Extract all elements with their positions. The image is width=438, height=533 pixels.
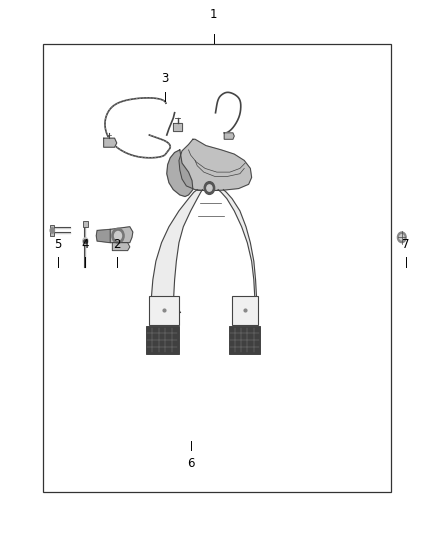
Polygon shape [224,133,234,139]
Circle shape [207,185,212,191]
Bar [83,221,88,227]
Circle shape [83,238,88,244]
Polygon shape [179,139,252,191]
Bar [149,296,179,325]
Text: 4: 4 [81,238,89,251]
Polygon shape [167,150,193,197]
Circle shape [50,228,54,233]
Bar [43,44,391,492]
Polygon shape [152,190,202,312]
Text: 5: 5 [54,238,62,251]
Polygon shape [96,229,110,243]
Text: 2: 2 [113,238,120,251]
Bar [232,296,258,325]
Text: 3: 3 [161,72,168,85]
Circle shape [112,228,124,243]
Polygon shape [113,243,130,251]
Circle shape [399,235,404,240]
Bar [229,326,260,354]
Text: 6: 6 [187,457,194,470]
Bar [49,225,54,236]
Polygon shape [218,190,256,312]
Circle shape [397,232,406,243]
Circle shape [115,231,121,240]
Circle shape [204,182,215,195]
Text: 1: 1 [210,8,218,21]
Text: 7: 7 [403,238,410,251]
Polygon shape [110,227,133,243]
Polygon shape [173,123,182,131]
Bar [146,326,179,354]
Polygon shape [104,138,117,147]
